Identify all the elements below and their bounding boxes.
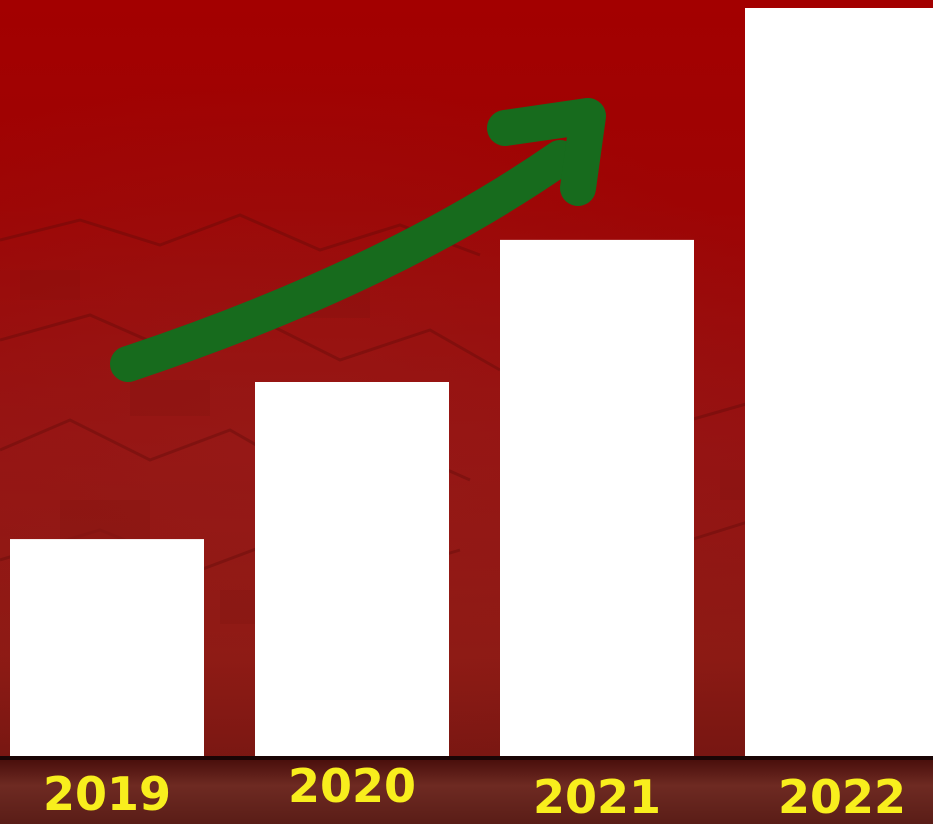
x-tick-labels: 2019 2020 2021 2022 bbox=[43, 759, 906, 820]
x-tick-label-2021: 2021 bbox=[533, 770, 661, 820]
x-tick-label-2020: 2020 bbox=[288, 759, 416, 813]
bar-2021 bbox=[500, 239, 694, 756]
bar-2022 bbox=[745, 8, 933, 756]
bar-2019 bbox=[10, 539, 204, 756]
bars-group bbox=[10, 8, 933, 756]
x-tick-label-2022: 2022 bbox=[778, 770, 906, 820]
trend-arrow-shaft bbox=[110, 140, 578, 382]
trend-arrow bbox=[110, 98, 606, 382]
ground-strip bbox=[0, 756, 933, 824]
bar-2020 bbox=[255, 382, 449, 756]
x-tick-label-2019: 2019 bbox=[43, 767, 171, 820]
trend-arrow-head bbox=[487, 98, 606, 206]
